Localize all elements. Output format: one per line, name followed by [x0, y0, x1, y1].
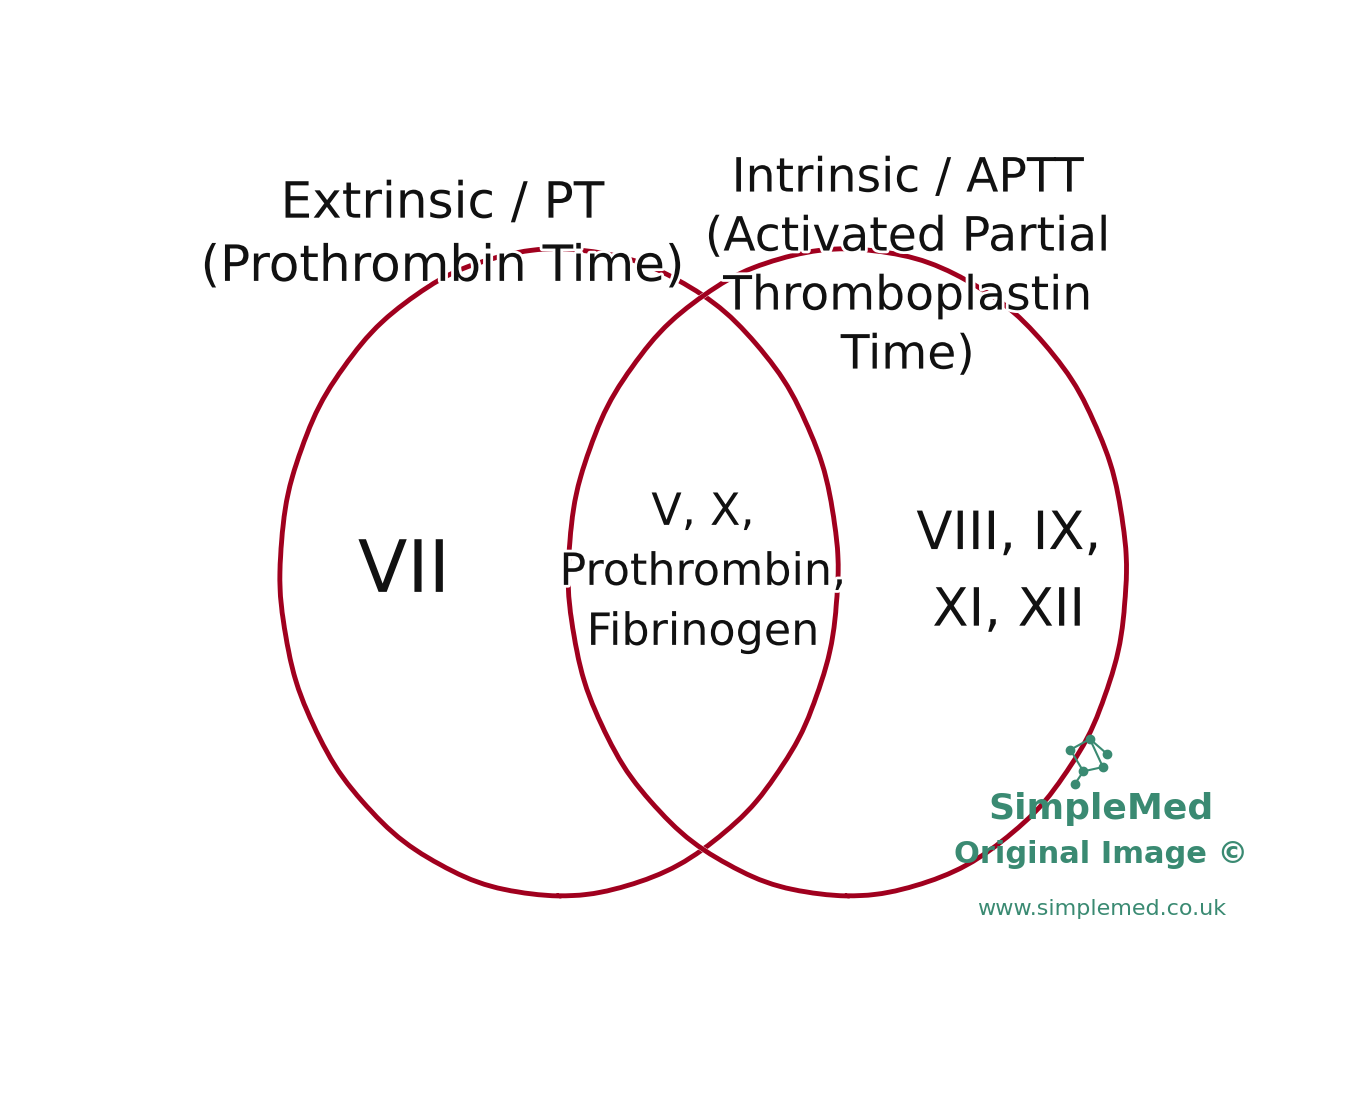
- Text: Extrinsic / PT
(Prothrombin Time): Extrinsic / PT (Prothrombin Time): [200, 179, 685, 291]
- Text: VII: VII: [358, 538, 450, 607]
- Text: VIII, IX,
XI, XII: VIII, IX, XI, XII: [916, 508, 1100, 636]
- Text: SimpleMed: SimpleMed: [989, 792, 1214, 826]
- Text: Original Image ©: Original Image ©: [955, 839, 1249, 869]
- Text: Intrinsic / APTT
(Activated Partial
Thromboplastin
Time): Intrinsic / APTT (Activated Partial Thro…: [705, 156, 1110, 378]
- Text: V, X,
Prothrombin,
Fibrinogen: V, X, Prothrombin, Fibrinogen: [560, 491, 847, 654]
- Text: www.simplemed.co.uk: www.simplemed.co.uk: [977, 898, 1227, 919]
